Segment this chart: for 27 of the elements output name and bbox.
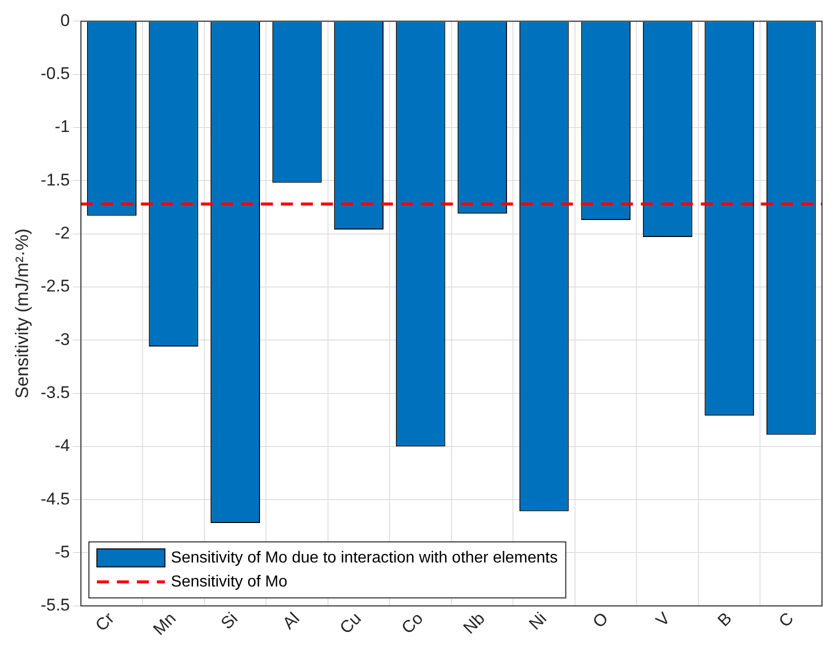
y-tick-label: -0.5 [40, 64, 70, 84]
y-tick-label: -5.5 [40, 596, 70, 615]
y-tick-label: -1.5 [40, 170, 70, 190]
y-tick-label: -2 [54, 223, 70, 242]
x-tick-label: O [589, 608, 612, 632]
y-tick-label: -2.5 [40, 276, 70, 296]
x-tick-label: Si [217, 608, 242, 633]
x-tick-label: Al [279, 608, 304, 633]
x-tick-label: Cr [92, 608, 118, 635]
x-tick-label: V [652, 608, 674, 630]
y-tick-label: -3 [54, 330, 70, 349]
x-tick-label: Co [398, 608, 427, 638]
y-tick-label: -5 [54, 542, 70, 562]
y-tick-label: -4.5 [40, 489, 70, 508]
x-tick-label: C [775, 608, 798, 631]
x-tick-label: Ni [525, 608, 550, 634]
legend-label: Sensitivity of Mo [170, 573, 288, 590]
x-tick-label: B [714, 608, 736, 630]
x-tick-label: Cu [336, 608, 365, 638]
y-tick-label: -4 [54, 436, 70, 456]
x-tick-label: Nb [460, 608, 488, 638]
y-tick-label: 0 [60, 10, 70, 30]
legend-label: Sensitivity of Mo due to interaction with other elements [170, 549, 558, 566]
x-tick-label: Mn [150, 608, 180, 639]
y-axis-title: Sensitivity (mJ/m²·%) [12, 228, 32, 399]
y-tick-label: -1 [54, 117, 70, 136]
y-tick-label: -3.5 [40, 382, 70, 402]
